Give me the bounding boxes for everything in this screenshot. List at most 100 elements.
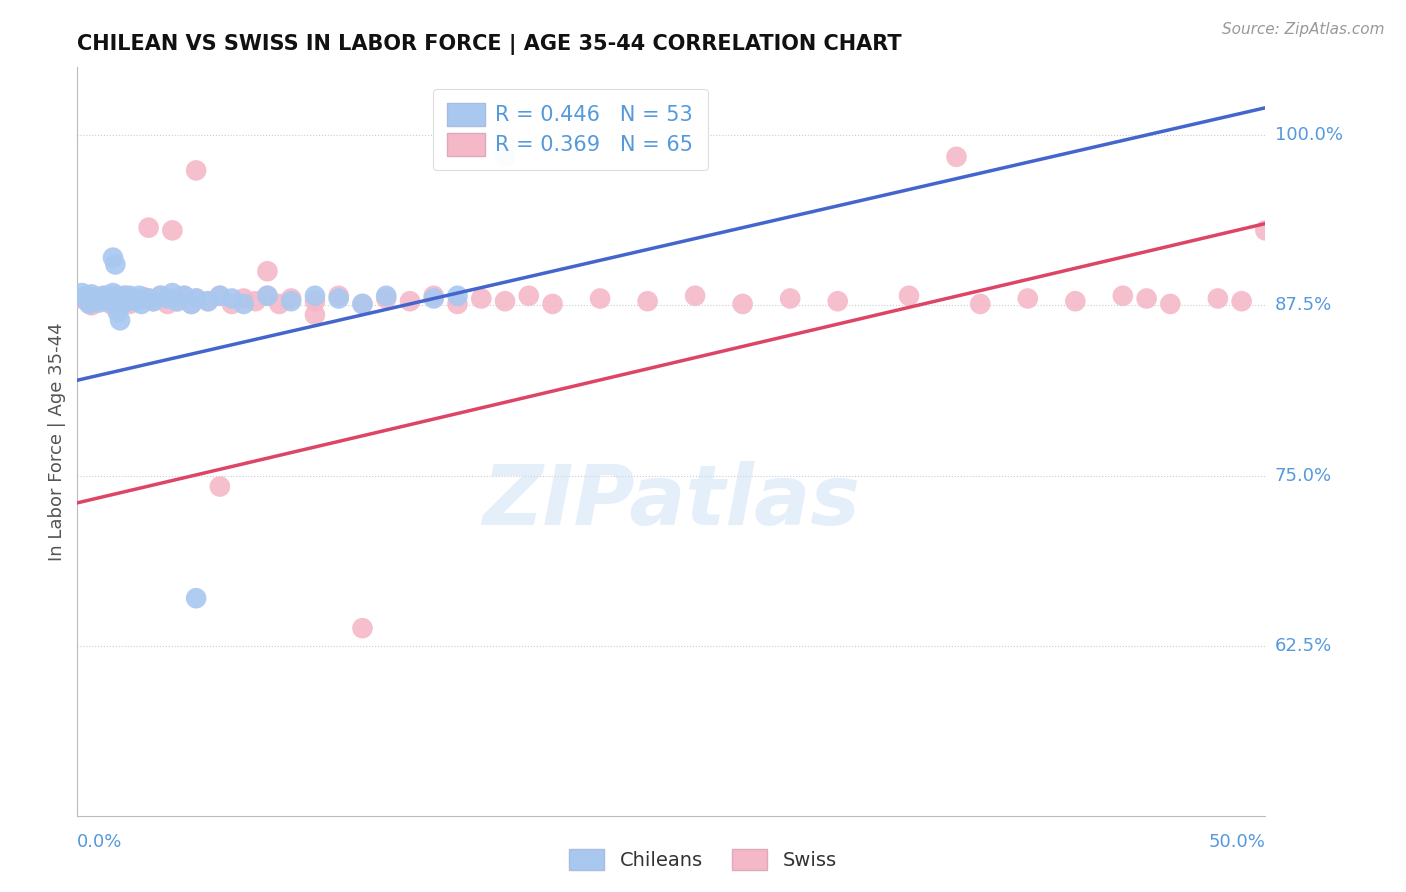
Point [256,264,278,278]
Point [101,293,124,307]
Point [173,289,195,303]
Point [232,292,254,306]
Point [208,479,231,493]
Point [352,621,374,635]
Text: 0.0%: 0.0% [77,832,122,851]
Point [118,297,141,311]
Point [446,289,468,303]
Point [494,150,516,164]
Point [186,591,208,606]
Legend: R = 0.446   N = 53, R = 0.369   N = 65: R = 0.446 N = 53, R = 0.369 N = 65 [433,88,707,170]
Point [517,289,540,303]
Text: 100.0%: 100.0% [1275,126,1343,144]
Point [94,289,117,303]
Point [104,292,127,306]
Point [304,294,326,309]
Point [166,294,188,309]
Point [162,292,184,306]
Point [969,297,991,311]
Point [352,297,374,311]
Point [114,289,136,303]
Point [149,289,172,303]
Point [470,292,492,306]
Point [221,292,243,306]
Point [186,163,208,178]
Point [245,294,267,309]
Point [208,289,231,303]
Point [1159,297,1181,311]
Point [1136,292,1159,306]
Point [125,294,148,309]
Point [121,292,143,306]
Point [138,292,160,306]
Point [186,292,208,306]
Point [131,297,153,311]
Point [118,289,141,303]
Point [142,294,165,309]
Point [94,294,117,309]
Point [446,297,468,311]
Point [945,150,967,164]
Point [100,297,122,311]
Point [138,220,160,235]
Point [779,292,801,306]
Point [162,223,184,237]
Point [86,290,108,304]
Point [77,297,100,311]
Point [76,289,98,303]
Point [156,292,179,306]
Point [80,298,103,312]
Point [128,289,150,303]
Point [97,292,120,306]
Point [589,292,612,306]
Point [156,297,179,311]
Point [100,289,122,303]
Text: Source: ZipAtlas.com: Source: ZipAtlas.com [1222,22,1385,37]
Point [221,297,243,311]
Point [70,292,93,306]
Point [90,292,112,306]
Point [180,297,202,311]
Text: ZIPatlas: ZIPatlas [482,461,860,542]
Point [683,289,706,303]
Point [541,297,564,311]
Point [132,290,155,304]
Point [149,289,172,303]
Point [637,294,659,309]
Point [256,289,278,303]
Point [162,286,184,301]
Legend: Chileans, Swiss: Chileans, Swiss [561,841,845,878]
Point [1064,294,1087,309]
Point [256,289,278,303]
Point [1112,289,1135,303]
Point [494,294,516,309]
Point [83,293,105,307]
Point [90,293,112,307]
Point [898,289,921,303]
Point [328,289,350,303]
Point [328,292,350,306]
Point [208,289,231,303]
Point [86,290,108,304]
Point [304,308,326,322]
Point [125,293,148,307]
Point [93,289,115,303]
Point [180,297,202,311]
Point [1206,292,1229,306]
Point [70,286,93,301]
Point [107,289,129,303]
Point [399,294,422,309]
Point [1230,294,1253,309]
Point [115,294,138,309]
Point [111,297,134,311]
Point [101,251,124,265]
Point [197,294,219,309]
Text: 75.0%: 75.0% [1275,467,1331,484]
Point [166,294,188,309]
Point [269,297,291,311]
Point [173,289,195,303]
Point [73,292,96,306]
Point [1017,292,1039,306]
Point [108,313,131,327]
Point [827,294,849,309]
